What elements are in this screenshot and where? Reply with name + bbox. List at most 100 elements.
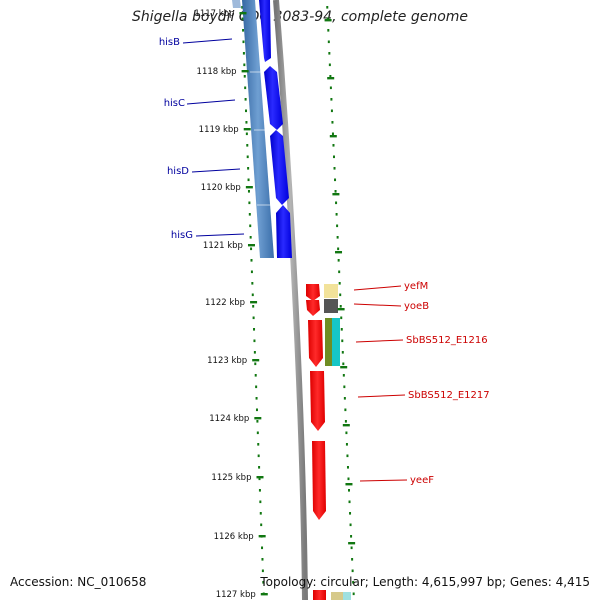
ruler-dot bbox=[253, 328, 256, 331]
gene-label-right[interactable]: SbBS512_E1217 bbox=[408, 390, 490, 401]
ruler-major-tick bbox=[345, 483, 353, 486]
gene-label-right[interactable]: yeeF bbox=[410, 475, 434, 486]
ruler-dot bbox=[261, 546, 264, 550]
ruler-dot bbox=[339, 293, 342, 297]
feature-green-block[interactable] bbox=[325, 318, 333, 366]
gene-fragment-top bbox=[232, 0, 241, 8]
ruler-dot bbox=[343, 385, 346, 389]
gene-hisG[interactable] bbox=[276, 205, 292, 258]
ruler-dot bbox=[350, 546, 353, 550]
gene-hisC[interactable] bbox=[264, 66, 283, 130]
ruler-dot bbox=[332, 144, 335, 147]
ruler-dot bbox=[261, 558, 264, 561]
ruler-label: 1119 kbp bbox=[199, 125, 239, 135]
ruler-dot bbox=[327, 29, 330, 32]
gene-hisD[interactable] bbox=[270, 130, 289, 205]
feature-blocks[interactable] bbox=[324, 284, 351, 600]
ruler-major-tick bbox=[241, 70, 249, 73]
ruler-major-tick bbox=[342, 424, 350, 427]
ruler-dot bbox=[342, 362, 345, 366]
ruler-dot bbox=[251, 293, 254, 297]
gene-labels-left: hisB hisC hisD hisG bbox=[159, 37, 193, 241]
ruler-dot bbox=[243, 75, 246, 78]
ruler-dot bbox=[346, 454, 349, 458]
gene-yoeB[interactable] bbox=[306, 300, 320, 316]
gene-label-left[interactable]: hisB bbox=[159, 37, 180, 48]
ruler-dot bbox=[351, 558, 354, 561]
ruler-major-tick bbox=[252, 359, 260, 362]
gene-hisB[interactable] bbox=[259, 0, 271, 62]
gene-label-right[interactable]: yoeB bbox=[404, 301, 429, 312]
ruler-dot bbox=[244, 98, 247, 101]
gene-label-left[interactable]: hisD bbox=[167, 166, 189, 177]
ruler-dot bbox=[254, 374, 257, 377]
ruler-dot bbox=[338, 282, 341, 285]
genome-backbone bbox=[273, 0, 308, 600]
label-connector bbox=[357, 394, 406, 398]
forward-genes[interactable] bbox=[232, 0, 292, 258]
ruler-major-tick bbox=[256, 476, 264, 479]
ruler-dot bbox=[252, 305, 255, 308]
ruler-dot bbox=[245, 132, 248, 136]
ruler-dot bbox=[351, 569, 354, 573]
ruler-major-tick bbox=[243, 128, 251, 131]
ruler-dot bbox=[242, 29, 245, 32]
reverse-genes[interactable] bbox=[306, 284, 326, 600]
ruler-dot bbox=[260, 523, 263, 527]
ruler-label: 1127 kbp bbox=[216, 590, 256, 600]
ruler-dot bbox=[346, 466, 349, 469]
ruler-dot bbox=[253, 351, 256, 354]
ruler-dot bbox=[348, 500, 351, 504]
feature-yoeB-block[interactable] bbox=[324, 299, 338, 313]
ruler-dot bbox=[345, 431, 348, 435]
operon-band[interactable] bbox=[242, 0, 274, 258]
ruler-major-tick bbox=[247, 244, 255, 247]
gene-labels-right: yefM yoeB SbBS512_E1216 SbBS512_E1217 yeeF bbox=[404, 281, 490, 486]
ruler-dot bbox=[243, 63, 246, 67]
ruler-major-tick bbox=[239, 12, 247, 15]
ruler-dot bbox=[340, 328, 343, 331]
ruler-major-tick bbox=[327, 77, 335, 80]
ruler-label: 1120 kbp bbox=[201, 183, 241, 193]
ruler-dot bbox=[258, 489, 261, 492]
label-connector bbox=[355, 339, 404, 343]
ruler-label: 1124 kbp bbox=[209, 414, 249, 424]
ruler-dot bbox=[258, 477, 261, 481]
gene-label-left[interactable]: hisG bbox=[171, 230, 193, 241]
gene-SbBS512_E1216[interactable] bbox=[308, 320, 323, 367]
ruler-track-right bbox=[326, 6, 355, 596]
ruler-dot bbox=[242, 40, 245, 44]
label-connector bbox=[182, 38, 233, 44]
ruler-dot bbox=[258, 466, 261, 469]
ruler-dot bbox=[350, 535, 353, 538]
ruler-dot bbox=[249, 236, 252, 239]
ruler-dot bbox=[255, 408, 258, 412]
ruler-major-tick bbox=[329, 135, 337, 138]
ruler-dot bbox=[255, 385, 258, 389]
feature-cyan-block[interactable] bbox=[332, 318, 340, 366]
ruler-dot bbox=[329, 75, 332, 78]
gene-yeeF[interactable] bbox=[312, 441, 326, 520]
label-connector bbox=[353, 285, 402, 291]
ruler-dot bbox=[333, 167, 336, 170]
ruler-dot bbox=[335, 201, 338, 205]
gene-label-left[interactable]: hisC bbox=[164, 98, 185, 109]
ruler-dot bbox=[327, 40, 330, 44]
map-title: Shigella boydii CDC 3083-94, complete ge… bbox=[131, 9, 469, 25]
label-connectors bbox=[182, 38, 408, 482]
gene-label-right[interactable]: yefM bbox=[404, 281, 428, 292]
gene-yefM[interactable] bbox=[306, 284, 320, 301]
ruler-dot bbox=[344, 420, 347, 423]
ruler-dot bbox=[344, 408, 347, 412]
ruler-dot bbox=[245, 109, 248, 113]
ruler-dot bbox=[247, 190, 250, 193]
gene-SbBS512_E1217[interactable] bbox=[310, 371, 325, 431]
label-connector bbox=[195, 233, 245, 237]
ruler-label: 1126 kbp bbox=[214, 532, 254, 542]
ruler-dot bbox=[326, 17, 329, 21]
ruler-dot bbox=[330, 98, 333, 101]
feature-yefM-block[interactable] bbox=[324, 284, 338, 298]
topology-text: Topology: circular; Length: 4,615,997 bp… bbox=[260, 575, 590, 589]
gene-label-right[interactable]: SbBS512_E1216 bbox=[406, 335, 488, 346]
